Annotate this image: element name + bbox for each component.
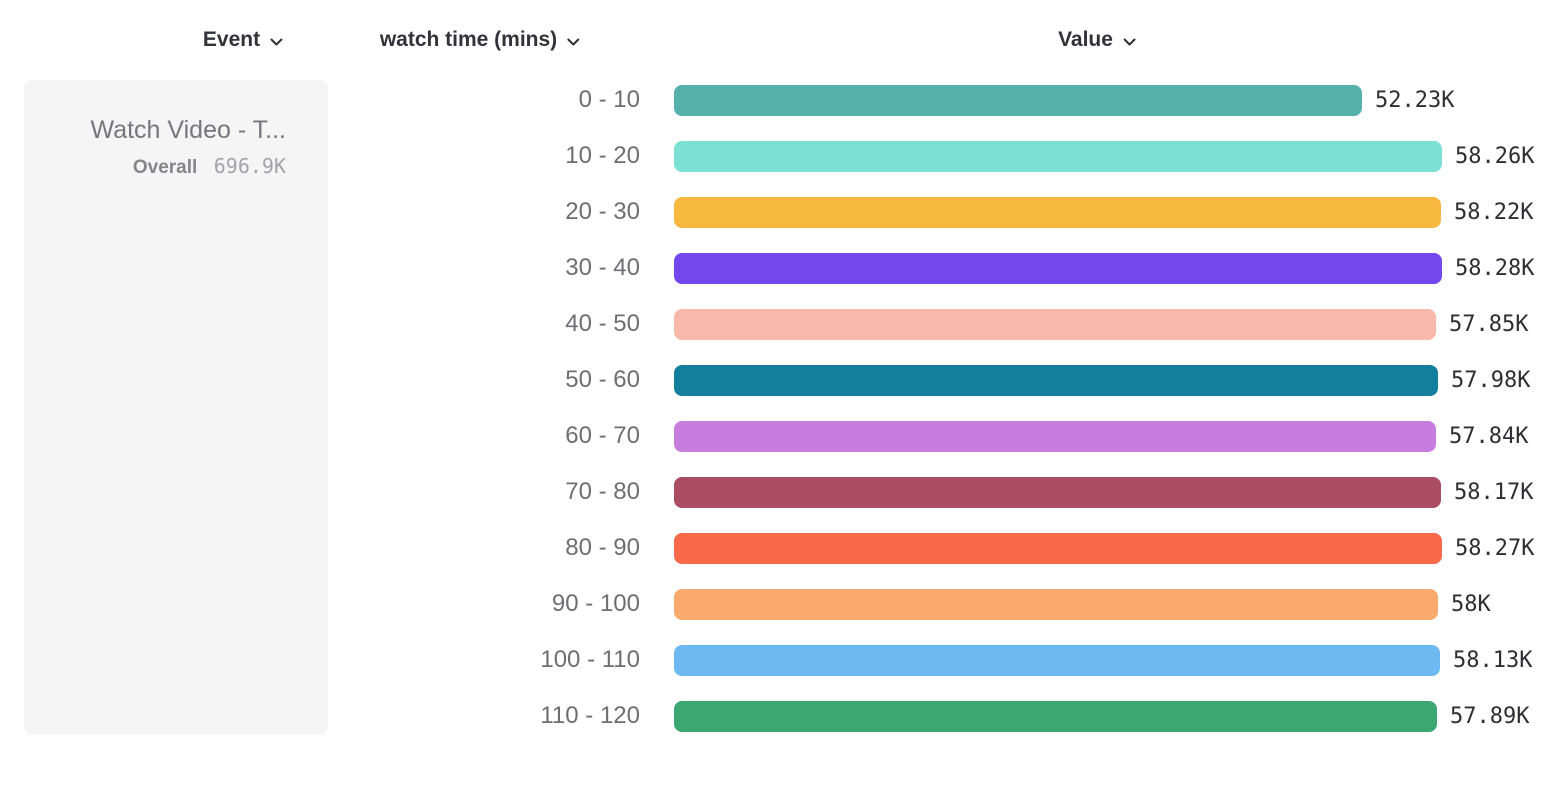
chevron-down-icon: [1123, 38, 1136, 45]
bar-rows: 0 - 10 52.23K 10 - 20 58.26K 20 - 30 58.…: [0, 72, 1568, 744]
overall-value: 696.9K: [213, 154, 286, 178]
bar[interactable]: [674, 308, 1436, 340]
bar[interactable]: [674, 140, 1442, 172]
bar[interactable]: [674, 252, 1442, 284]
bar-row: 40 - 50 57.85K: [0, 296, 1568, 352]
bar-row: 60 - 70 57.84K: [0, 408, 1568, 464]
row-label: 80 - 90: [565, 534, 640, 561]
row-label: 110 - 120: [540, 702, 640, 729]
overall-label: Overall: [132, 157, 198, 178]
row-label: 40 - 50: [565, 310, 640, 337]
bar-value: 57.85K: [1449, 311, 1529, 337]
event-column-header[interactable]: Event: [199, 26, 287, 54]
chevron-down-icon: [270, 38, 283, 45]
row-label: 10 - 20: [565, 142, 640, 169]
bar-row: 20 - 30 58.22K: [0, 184, 1568, 240]
bar-row: 70 - 80 58.17K: [0, 464, 1568, 520]
chevron-down-icon: [567, 38, 580, 45]
bar-row: 30 - 40 58.28K: [0, 240, 1568, 296]
value-column-header[interactable]: Value: [1054, 26, 1140, 54]
bar[interactable]: [674, 364, 1438, 396]
bar[interactable]: [674, 196, 1441, 228]
legend-card[interactable]: Watch Video - T... Overall 696.9K: [24, 80, 328, 735]
bar[interactable]: [674, 84, 1362, 116]
row-label: 30 - 40: [565, 254, 640, 281]
bar-row: 0 - 10 52.23K: [0, 72, 1568, 128]
row-label: 50 - 60: [565, 366, 640, 393]
bar-value: 58.13K: [1453, 647, 1533, 673]
bar-row: 10 - 20 58.26K: [0, 128, 1568, 184]
bar-value: 57.89K: [1450, 703, 1530, 729]
bar-value: 52.23K: [1375, 87, 1455, 113]
bar[interactable]: [674, 588, 1438, 620]
bar-row: 110 - 120 57.89K: [0, 688, 1568, 744]
row-label: 90 - 100: [551, 590, 640, 617]
event-column-label: Event: [202, 28, 261, 51]
bar[interactable]: [674, 532, 1442, 564]
row-label: 0 - 10: [578, 86, 640, 113]
bar[interactable]: [674, 420, 1436, 452]
bar-value: 58.17K: [1454, 479, 1534, 505]
value-column-label: Value: [1058, 28, 1113, 51]
bar[interactable]: [674, 644, 1440, 676]
bar-value: 58.27K: [1455, 535, 1535, 561]
row-label: 60 - 70: [565, 422, 640, 449]
bar-value: 58.22K: [1454, 199, 1534, 225]
row-label: 100 - 110: [540, 646, 640, 673]
bar-row: 80 - 90 58.27K: [0, 520, 1568, 576]
row-label: 20 - 30: [565, 198, 640, 225]
bar-value: 58K: [1451, 591, 1491, 617]
bar-row: 90 - 100 58K: [0, 576, 1568, 632]
bar[interactable]: [674, 700, 1437, 732]
legend-overall-row: Overall 696.9K: [40, 154, 286, 179]
breakdown-column-label: watch time (mins): [379, 28, 558, 51]
bar-value: 57.98K: [1451, 367, 1531, 393]
bar-row: 50 - 60 57.98K: [0, 352, 1568, 408]
row-label: 70 - 80: [565, 478, 640, 505]
bar-value: 57.84K: [1449, 423, 1529, 449]
event-name: Watch Video - T...: [90, 116, 286, 144]
bar-value: 58.28K: [1455, 255, 1535, 281]
bar[interactable]: [674, 476, 1441, 508]
bar-row: 100 - 110 58.13K: [0, 632, 1568, 688]
breakdown-column-header[interactable]: watch time (mins): [376, 26, 584, 54]
bar-value: 58.26K: [1455, 143, 1535, 169]
